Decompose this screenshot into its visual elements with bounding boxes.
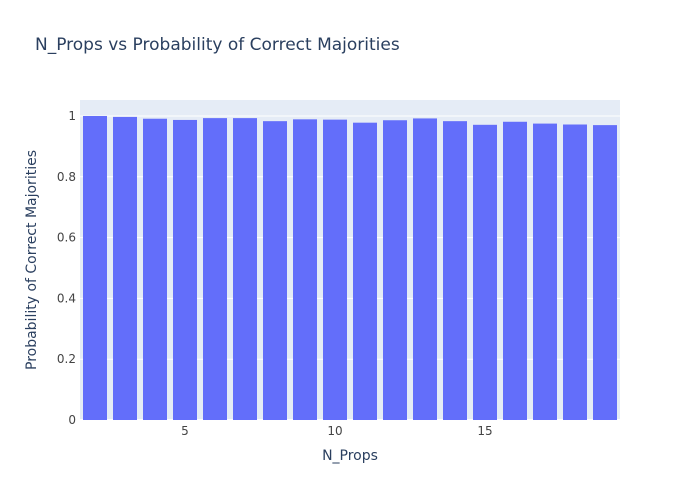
- x-tick-label: 5: [181, 424, 189, 438]
- plot-background: [80, 100, 620, 420]
- chart-title: N_Props vs Probability of Correct Majori…: [35, 35, 400, 55]
- bar-3[interactable]: [113, 116, 137, 421]
- y-tick-label: 0: [68, 413, 76, 427]
- bar-8[interactable]: [263, 121, 287, 421]
- x-tick-label: 15: [477, 424, 492, 438]
- bar-12[interactable]: [383, 120, 407, 420]
- bars: [83, 115, 617, 421]
- bar-19[interactable]: [593, 125, 617, 421]
- y-axis-title: Probability of Correct Majorities: [24, 150, 40, 370]
- bar-15[interactable]: [473, 124, 497, 421]
- x-tick-labels: 5 10 15: [181, 424, 492, 438]
- bar-9[interactable]: [293, 119, 317, 421]
- grid-lines: [80, 115, 620, 421]
- bar-13[interactable]: [413, 118, 437, 421]
- bar-7[interactable]: [233, 118, 257, 420]
- y-tick-label: 0.8: [57, 170, 76, 184]
- bar-14[interactable]: [443, 121, 467, 421]
- bar-16[interactable]: [503, 121, 527, 420]
- y-tick-label: 0.4: [57, 291, 76, 305]
- bar-6[interactable]: [203, 118, 227, 420]
- y-tick-label: 1: [68, 109, 76, 123]
- bar-5[interactable]: [173, 119, 197, 421]
- bar-10[interactable]: [323, 119, 347, 421]
- bar-18[interactable]: [563, 124, 587, 420]
- y-tick-labels: 0 0.2 0.4 0.6 0.8 1: [57, 109, 76, 427]
- bar-2[interactable]: [83, 115, 107, 421]
- y-tick-label: 0.2: [57, 352, 76, 366]
- bar-11[interactable]: [353, 122, 377, 420]
- bar-17[interactable]: [533, 123, 557, 420]
- x-axis-title: N_Props: [322, 448, 378, 464]
- bar-4[interactable]: [143, 118, 167, 420]
- x-tick-label: 10: [327, 424, 342, 438]
- y-tick-label: 0.6: [57, 231, 76, 245]
